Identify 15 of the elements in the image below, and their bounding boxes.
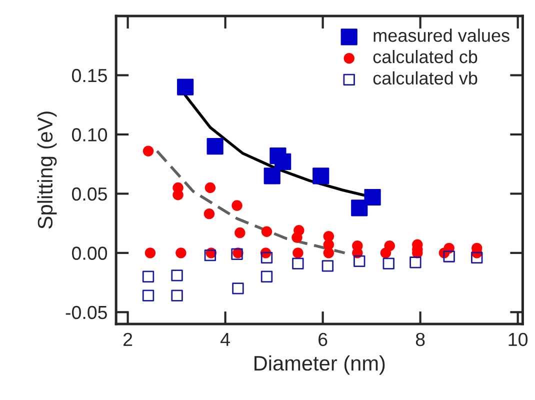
x-tick-label: 2 — [124, 332, 132, 346]
y-tick-label: -0.05 — [66, 306, 107, 320]
x-tick-label: 8 — [416, 332, 425, 346]
y-tick-label: 0.00 — [72, 246, 108, 260]
legend-label: calculated vb — [373, 71, 478, 85]
y-tick-label: 0.15 — [72, 68, 107, 82]
x-tick-label: 6 — [318, 332, 328, 346]
y-axis-title: Splitting (eV) — [37, 112, 57, 229]
y-tick-label: 0.05 — [72, 187, 107, 201]
x-tick-label: 4 — [220, 333, 230, 346]
legend-label: calculated cb — [373, 50, 478, 64]
x-tick-label: 10 — [508, 332, 528, 346]
y-tick-label: 0.10 — [72, 128, 108, 142]
legend-label: measured values — [374, 28, 510, 42]
x-axis-title: Diameter (nm) — [254, 355, 385, 375]
